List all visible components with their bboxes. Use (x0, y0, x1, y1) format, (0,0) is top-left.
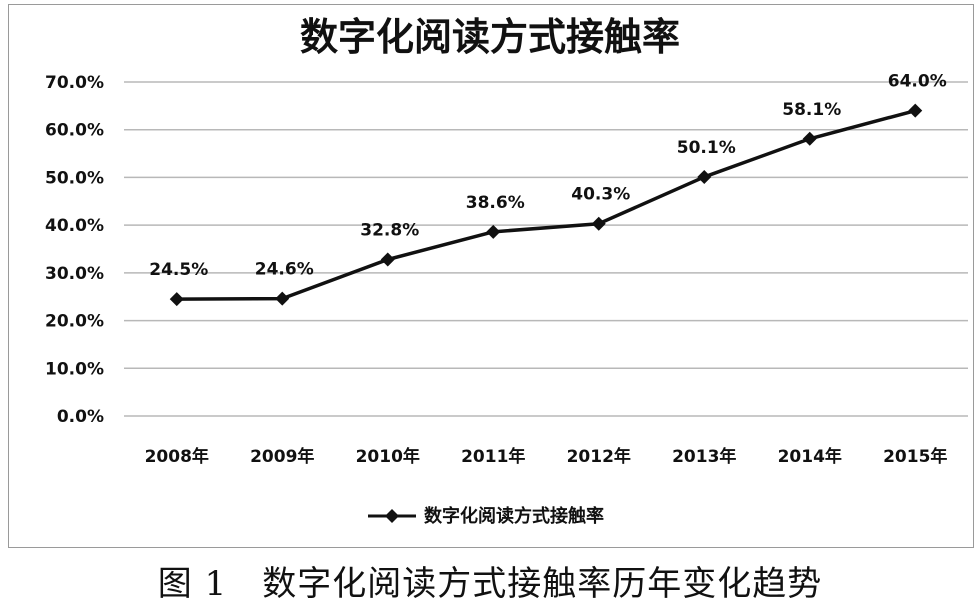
y-tick-label: 0.0% (57, 407, 104, 427)
data-point-marker (908, 103, 923, 118)
x-tick-label: 2010年 (356, 446, 420, 467)
data-label: 58.1% (782, 100, 841, 120)
data-point-marker (486, 224, 501, 239)
y-axis-ticks: 0.0% 10.0% 20.0% 30.0% 40.0% 50.0% 60.0% 70.0% (45, 73, 104, 427)
y-tick-label: 40.0% (45, 216, 104, 236)
data-label: 24.5% (149, 260, 208, 280)
data-labels: 24.5% 24.6% 32.8% 38.6% 40.3% 50.1% 58.1% 64.0% (149, 72, 946, 280)
series-line-path (176, 108, 916, 301)
series-line (176, 108, 916, 301)
y-tick-label: 20.0% (45, 312, 104, 332)
figure-caption: 图 1 数字化阅读方式接触率历年变化趋势 (157, 564, 823, 604)
x-tick-label: 2014年 (778, 446, 842, 467)
chart-frame (8, 4, 974, 548)
y-tick-label: 70.0% (45, 73, 104, 93)
data-point-marker (697, 169, 712, 184)
x-tick-label: 2013年 (672, 446, 736, 467)
data-point-marker (802, 131, 817, 146)
legend-label: 数字化阅读方式接触率 (424, 505, 604, 527)
legend-marker (385, 509, 399, 523)
data-label: 38.6% (466, 193, 525, 213)
data-label: 24.6% (255, 260, 314, 280)
y-tick-label: 10.0% (45, 359, 104, 379)
data-label: 64.0% (888, 72, 947, 92)
x-tick-label: 2015年 (883, 446, 947, 467)
x-tick-label: 2009年 (250, 446, 314, 467)
x-tick-label: 2011年 (461, 446, 525, 467)
legend: 数字化阅读方式接触率 (368, 505, 604, 527)
y-tick-label: 30.0% (45, 264, 104, 284)
chart-title: 数字化阅读方式接触率 (299, 15, 680, 59)
gridlines (124, 81, 968, 417)
data-label: 40.3% (571, 185, 630, 205)
x-tick-label: 2008年 (145, 446, 209, 467)
data-point-marker (169, 292, 184, 307)
x-tick-label: 2012年 (567, 446, 631, 467)
data-point-marker (275, 291, 290, 306)
data-point-marker (380, 252, 395, 267)
x-axis-ticks: 2008年 2009年 2010年 2011年 2012年 2013年 2014年 2015年 (145, 446, 948, 467)
y-tick-label: 50.0% (45, 168, 104, 188)
data-points (169, 103, 923, 307)
data-point-marker (591, 216, 606, 231)
data-label: 50.1% (677, 138, 736, 158)
data-label: 32.8% (360, 220, 419, 240)
y-tick-label: 60.0% (45, 121, 104, 141)
